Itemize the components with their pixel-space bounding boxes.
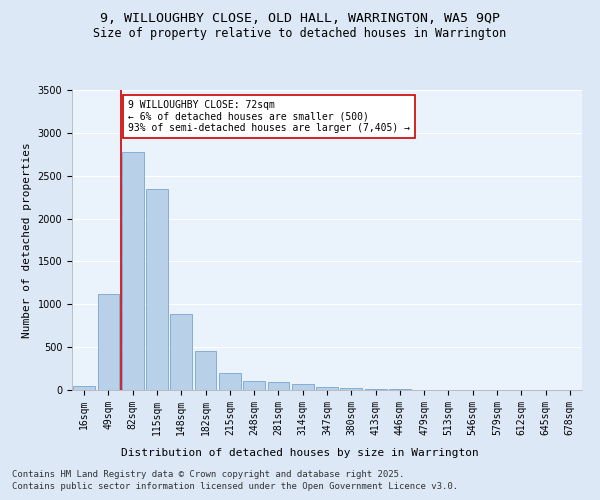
Bar [365, 388, 386, 390]
Bar [97, 294, 119, 390]
Bar [268, 382, 289, 390]
Text: 9 WILLOUGHBY CLOSE: 72sqm
← 6% of detached houses are smaller (500)
93% of semi-: 9 WILLOUGHBY CLOSE: 72sqm ← 6% of detach… [128, 100, 410, 134]
Bar [73, 386, 95, 390]
Bar [340, 388, 362, 390]
Bar [243, 380, 265, 390]
Text: Contains public sector information licensed under the Open Government Licence v3: Contains public sector information licen… [12, 482, 458, 491]
Bar [292, 384, 314, 390]
Bar [170, 314, 192, 390]
Bar [316, 386, 338, 390]
Bar [122, 152, 143, 390]
Bar [194, 352, 217, 390]
Text: 9, WILLOUGHBY CLOSE, OLD HALL, WARRINGTON, WA5 9QP: 9, WILLOUGHBY CLOSE, OLD HALL, WARRINGTO… [100, 12, 500, 26]
Bar [219, 373, 241, 390]
Text: Size of property relative to detached houses in Warrington: Size of property relative to detached ho… [94, 28, 506, 40]
Y-axis label: Number of detached properties: Number of detached properties [22, 142, 32, 338]
Text: Contains HM Land Registry data © Crown copyright and database right 2025.: Contains HM Land Registry data © Crown c… [12, 470, 404, 479]
Bar [146, 190, 168, 390]
Text: Distribution of detached houses by size in Warrington: Distribution of detached houses by size … [121, 448, 479, 458]
